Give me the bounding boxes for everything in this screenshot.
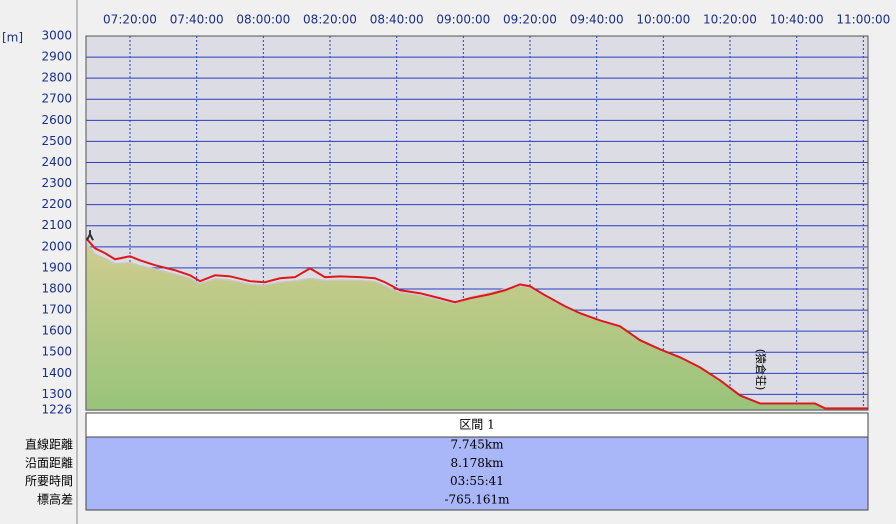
y-tick-label: 1400 bbox=[41, 366, 72, 380]
x-tick-label: 08:40:00 bbox=[370, 13, 424, 27]
x-tick-label: 11:00:00 bbox=[836, 13, 890, 27]
annotation: (猿倉荘) bbox=[754, 349, 768, 391]
table-body bbox=[85, 436, 869, 511]
y-tick-label: 1300 bbox=[41, 387, 72, 401]
y-tick-label: 2300 bbox=[41, 176, 72, 190]
y-tick-label: 2000 bbox=[41, 239, 72, 253]
row-value: 8.178km bbox=[450, 456, 504, 470]
y-tick-label: 2400 bbox=[41, 155, 72, 169]
y-tick-label: 2800 bbox=[41, 71, 72, 85]
row-value: 03:55:41 bbox=[450, 474, 504, 488]
row-label: 標高差 bbox=[37, 491, 73, 506]
hiker-icon bbox=[86, 230, 94, 241]
y-tick-label: 2700 bbox=[41, 92, 72, 106]
y-tick-label: 1800 bbox=[41, 281, 72, 295]
x-tick-label: 08:00:00 bbox=[236, 13, 290, 27]
x-tick-label: 07:20:00 bbox=[103, 13, 157, 27]
y-tick-label: 3000 bbox=[41, 29, 72, 43]
y-tick-label: 1600 bbox=[41, 324, 72, 338]
row-label: 所要時間 bbox=[25, 474, 73, 488]
y-tick-label: 2500 bbox=[41, 134, 72, 148]
y-tick-label: 2600 bbox=[41, 113, 72, 127]
row-label: 沿面距離 bbox=[25, 456, 73, 470]
track-line bbox=[85, 237, 868, 410]
x-tick-label: 10:00:00 bbox=[636, 13, 690, 27]
y-axis-label: [m] bbox=[2, 31, 23, 45]
summary-table: 区間 1 直線距離 7.745km 沿面距離 8.178km 所要時間 03:55:41 標… bbox=[25, 412, 869, 511]
x-tick-label: 07:40:00 bbox=[170, 13, 224, 27]
table-title: 区間 1 bbox=[459, 418, 494, 432]
row-value: 7.745km bbox=[450, 438, 504, 452]
x-tick-label: 09:20:00 bbox=[503, 13, 557, 27]
y-tick-label: 2200 bbox=[41, 197, 72, 211]
x-tick-label: 08:20:00 bbox=[303, 13, 357, 27]
y-tick-label: 2100 bbox=[41, 218, 72, 232]
x-tick-label: 09:40:00 bbox=[570, 13, 624, 27]
x-tick-label: 10:40:00 bbox=[770, 13, 824, 27]
row-label: 直線距離 bbox=[25, 437, 73, 452]
y-tick-label: 1226 bbox=[41, 403, 72, 417]
y-tick-label: 2900 bbox=[41, 50, 72, 64]
y-tick-label: 1700 bbox=[41, 303, 72, 317]
x-tick-label: 09:00:00 bbox=[436, 13, 490, 27]
x-tick-label: 10:20:00 bbox=[703, 13, 757, 27]
plot-border bbox=[85, 35, 869, 411]
y-tick-label: 1900 bbox=[41, 260, 72, 274]
row-value: -765.161m bbox=[444, 492, 510, 506]
y-tick-label: 1500 bbox=[41, 345, 72, 359]
